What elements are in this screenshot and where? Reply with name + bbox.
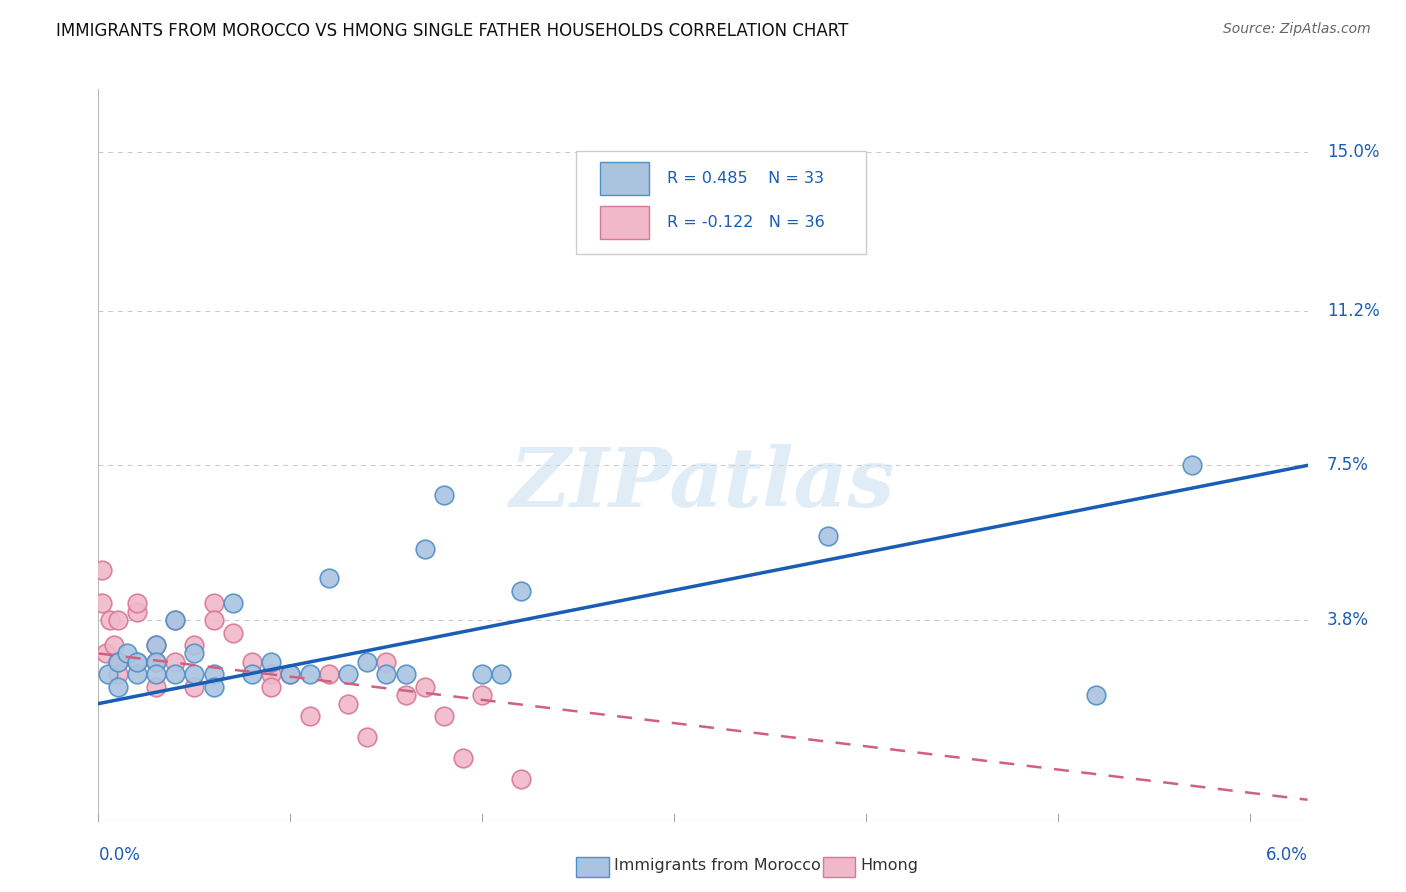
Point [280,667,302,681]
Point [260,655,283,669]
Point [183,638,205,652]
Text: 0.0%: 0.0% [98,846,141,863]
Text: IMMIGRANTS FROM MOROCCO VS HMONG SINGLE FATHER HOUSEHOLDS CORRELATION CHART: IMMIGRANTS FROM MOROCCO VS HMONG SINGLE … [56,22,849,40]
Point [471,688,494,702]
Point [336,667,359,681]
Point [451,751,474,765]
Point [280,667,302,681]
FancyBboxPatch shape [600,206,648,239]
Point [145,638,167,652]
Point [509,772,531,786]
Text: 3.8%: 3.8% [1327,611,1369,629]
Point [145,667,167,681]
Text: 6.0%: 6.0% [1265,846,1308,863]
Point [165,655,187,669]
Point [817,529,839,543]
Point [298,709,321,723]
Point [125,605,148,619]
Point [107,667,129,681]
Point [433,488,456,502]
Point [413,680,436,694]
Point [91,563,114,577]
Point [94,647,117,661]
Point [318,667,340,681]
Point [165,613,187,627]
Point [202,596,225,610]
Point [91,596,114,610]
Point [183,680,205,694]
Text: ZIPatlas: ZIPatlas [510,444,896,524]
Point [145,655,167,669]
Point [145,655,167,669]
Point [183,667,205,681]
Text: 11.2%: 11.2% [1327,301,1379,319]
Point [260,680,283,694]
Point [1085,688,1108,702]
Point [125,596,148,610]
Point [107,680,129,694]
Point [103,638,125,652]
Point [394,688,416,702]
Point [202,667,225,681]
Point [509,583,531,598]
Point [260,667,283,681]
Point [336,697,359,711]
Point [125,667,148,681]
Point [165,613,187,627]
Point [356,730,378,744]
Point [222,596,245,610]
Point [183,647,205,661]
Point [107,613,129,627]
Point [107,655,129,669]
Point [125,655,148,669]
Point [491,667,513,681]
Point [413,541,436,556]
Point [240,655,263,669]
Text: Hmong: Hmong [860,858,918,872]
Point [298,667,321,681]
Point [145,680,167,694]
Point [97,667,120,681]
Point [471,667,494,681]
Point [375,655,398,669]
Text: 7.5%: 7.5% [1327,457,1368,475]
Point [107,655,129,669]
Point [145,638,167,652]
FancyBboxPatch shape [576,152,866,253]
Point [125,655,148,669]
Text: R = -0.122   N = 36: R = -0.122 N = 36 [666,215,824,230]
Point [202,680,225,694]
Point [165,667,187,681]
Point [318,571,340,585]
Point [375,667,398,681]
Text: 15.0%: 15.0% [1327,143,1379,161]
Point [433,709,456,723]
Point [202,613,225,627]
FancyBboxPatch shape [600,162,648,195]
Point [222,625,245,640]
Text: Source: ZipAtlas.com: Source: ZipAtlas.com [1223,22,1371,37]
Point [240,667,263,681]
Point [356,655,378,669]
Point [115,647,138,661]
Point [394,667,416,681]
Text: R = 0.485    N = 33: R = 0.485 N = 33 [666,171,824,186]
Text: Immigrants from Morocco: Immigrants from Morocco [614,858,821,872]
Point [1181,458,1204,473]
Point [98,613,121,627]
